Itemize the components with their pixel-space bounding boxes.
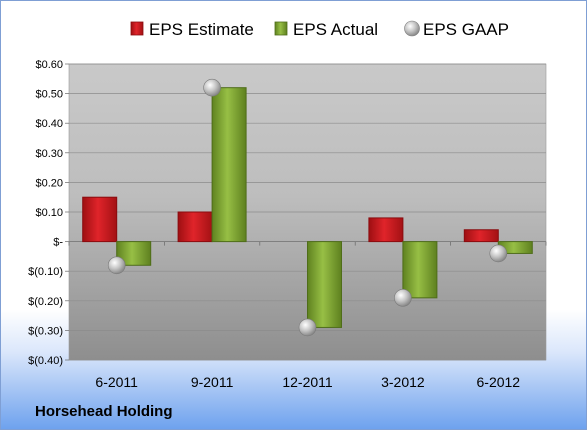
eps-actual-bar <box>211 87 247 243</box>
y-tick-label: $(0.10) <box>28 266 63 278</box>
y-tick-label: $0.10 <box>35 207 63 219</box>
eps-estimate-bar <box>368 217 404 243</box>
x-tick-label: 6-2012 <box>477 374 521 390</box>
y-tick-label: $- <box>53 237 63 249</box>
y-tick-label: $0.50 <box>35 89 63 101</box>
legend-label: EPS Estimate <box>149 20 254 39</box>
eps-estimate-bar <box>177 211 213 243</box>
y-tick-label: $0.60 <box>35 59 63 71</box>
eps-gaap-point <box>394 289 412 307</box>
eps-gaap-point <box>203 78 221 97</box>
y-tick-label: $0.20 <box>35 177 63 189</box>
x-tick-label: 3-2012 <box>381 374 425 390</box>
eps-gaap-point <box>298 318 317 337</box>
bars <box>82 87 533 328</box>
legend-swatch <box>404 20 420 37</box>
y-tick-label: $0.40 <box>35 118 63 130</box>
eps-estimate-bar <box>463 229 499 243</box>
x-tick-label: 6-2011 <box>95 374 138 390</box>
x-axis-labels: 6-2011 9-2011 12-2011 3-2012 6-2012 <box>95 374 520 390</box>
legend-label: EPS Actual <box>293 20 378 39</box>
eps-gaap-point <box>489 244 508 263</box>
x-tick-label: 9-2011 <box>191 374 234 390</box>
y-tick-label: $0.30 <box>35 148 63 160</box>
x-tick-label: 12-2011 <box>282 374 333 390</box>
eps-actual-bar <box>402 241 438 299</box>
legend: EPS Estimate EPS Actual EPS GAAP <box>130 20 509 39</box>
legend-swatch <box>130 21 144 36</box>
y-tick-label: $(0.30) <box>28 325 63 337</box>
legend-label: EPS GAAP <box>423 20 509 39</box>
gaap-points <box>107 78 508 337</box>
eps-actual-bar <box>307 241 342 328</box>
y-axis-labels: $0.60 $0.50 $0.40 $0.30 $0.20 $0.10 $- $(0.10) $… <box>28 59 63 367</box>
eps-gaap-point <box>107 256 126 275</box>
y-tick-label: $(0.20) <box>28 296 63 308</box>
legend-swatch <box>274 21 288 36</box>
eps-estimate-bar <box>82 196 118 243</box>
y-tick-label: $(0.40) <box>28 355 63 367</box>
eps-actual-bar <box>116 241 152 266</box>
company-name: Horsehead Holding <box>35 403 173 420</box>
